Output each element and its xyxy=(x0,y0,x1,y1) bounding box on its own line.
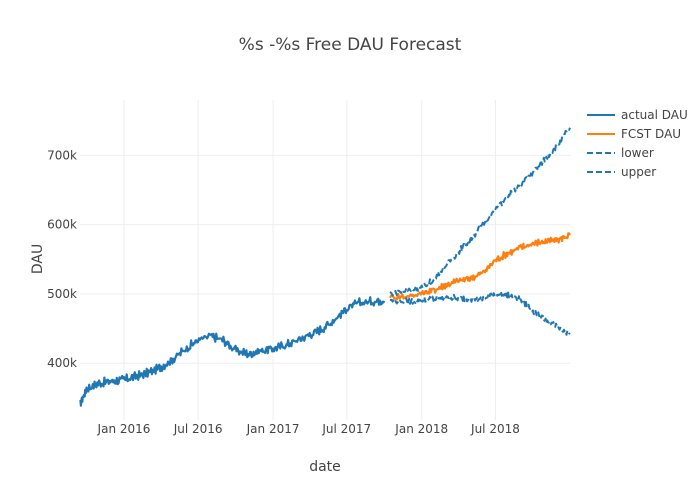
x-tick-label: Jan 2018 xyxy=(394,422,448,436)
y-axis-title: DAU xyxy=(30,244,46,274)
series-line-upper xyxy=(389,127,571,297)
legend-label: FCST DAU xyxy=(621,127,681,141)
y-tick-label: 700k xyxy=(47,148,77,162)
y-tick-label: 400k xyxy=(47,356,77,370)
legend-label: actual DAU xyxy=(621,108,688,122)
x-tick-label: Jan 2017 xyxy=(246,422,300,436)
y-tick-label: 600k xyxy=(47,218,77,232)
series-line-lower xyxy=(389,290,571,336)
series-layer xyxy=(79,127,571,407)
x-tick-label: Jul 2017 xyxy=(321,422,371,436)
legend: actual DAU FCST DAU lower upper xyxy=(587,108,688,179)
series-line-actual-dau xyxy=(79,296,386,407)
x-tick-label: Jan 2016 xyxy=(97,422,151,436)
series-line-fcst-dau xyxy=(389,232,571,301)
x-axis-ticks: Jan 2016 Jul 2016 Jan 2017 Jul 2017 Jan 2018… xyxy=(97,422,520,436)
y-tick-label: 500k xyxy=(47,287,77,301)
legend-label: lower xyxy=(621,146,654,160)
y-axis-ticks: 400k 500k 600k 700k xyxy=(47,148,77,370)
chart-title: %s -%s Free DAU Forecast xyxy=(239,35,462,55)
x-axis-title: date xyxy=(309,459,341,475)
x-tick-label: Jul 2018 xyxy=(470,422,520,436)
x-tick-label: Jul 2016 xyxy=(173,422,223,436)
legend-label: upper xyxy=(621,165,656,179)
